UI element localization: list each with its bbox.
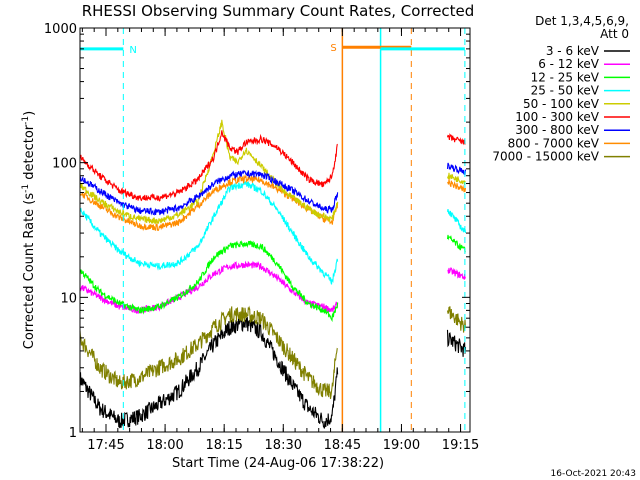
legend-label: 12 - 25 keV — [531, 70, 600, 84]
legend-label: 6 - 12 keV — [538, 57, 600, 71]
series-line-50-100-kev-a — [79, 119, 339, 224]
x-tick-label: 19:00 — [383, 438, 420, 453]
series-line-800-7000-kev-b — [447, 179, 467, 193]
series-line-300-800-kev-b — [446, 162, 467, 177]
series-line-50-100-kev-b — [446, 172, 466, 185]
x-tick-label: 17:45 — [87, 438, 124, 453]
legend-header-line-2: Att 0 — [600, 27, 629, 41]
x-tick-label: 18:15 — [205, 438, 242, 453]
x-axis-label: Start Time (24-Aug-06 17:38:22) — [172, 456, 384, 471]
y-tick-label: 1000 — [44, 22, 77, 37]
y-axis-label: Corrected Count Rate (s-1 detector-1) — [21, 111, 37, 349]
series-line-7000-15000-kev-a — [79, 305, 338, 399]
series-line-25-50-kev-b — [446, 208, 467, 234]
x-tick-label: 18:00 — [146, 438, 183, 453]
y-axis-label-main: Corrected Count Rate (s — [22, 193, 37, 350]
legend-label: 25 - 50 keV — [531, 84, 600, 98]
legend-label: 50 - 100 keV — [523, 97, 600, 111]
plot-frame — [79, 27, 471, 433]
series-line-3-6-kev-b — [446, 329, 467, 357]
marker-label-0: N — [129, 45, 136, 56]
chart-title: RHESSI Observing Summary Count Rates, Co… — [82, 2, 475, 20]
series-line-100-300-kev-b — [446, 132, 466, 146]
legend-label: 100 - 300 keV — [515, 110, 599, 124]
x-tick-label: 18:30 — [265, 438, 302, 453]
y-axis-label-sup1: -1 — [21, 184, 31, 193]
legend-label: 3 - 6 keV — [546, 44, 600, 58]
series-line-6-12-kev-a — [79, 260, 339, 314]
y-tick-label: 100 — [52, 157, 77, 172]
y-tick-label: 1 — [69, 426, 77, 441]
series-line-7000-15000-kev-b — [446, 306, 467, 333]
marker-label-1: S — [330, 43, 336, 54]
series-line-12-25-kev-a — [79, 240, 339, 323]
y-axis-label-end: ) — [22, 111, 37, 116]
legend-label: 800 - 7000 keV — [508, 136, 600, 150]
footer-date: 16-Oct-2021 20:43 — [551, 469, 636, 479]
x-axis: 17:45 18:00 18:15 18:30 18:45 19:00 19:15 — [81, 28, 479, 453]
x-tick-label: 18:45 — [324, 438, 361, 453]
legend-header-line-1: Det 1,3,4,5,6,9, — [535, 14, 629, 28]
series-line-6-12-kev-b — [447, 267, 466, 281]
legend-label: 7000 - 15000 keV — [492, 150, 599, 164]
legend-label: 300 - 800 keV — [515, 123, 599, 137]
y-axis-label-sup2: -1 — [21, 116, 31, 125]
x-tick-label: 19:15 — [442, 438, 479, 453]
y-axis: 1 10 100 1000 — [44, 22, 470, 441]
y-axis-label-mid: detector — [22, 124, 37, 184]
y-tick-label: 10 — [60, 291, 77, 306]
series-line-12-25-kev-b — [446, 234, 466, 254]
